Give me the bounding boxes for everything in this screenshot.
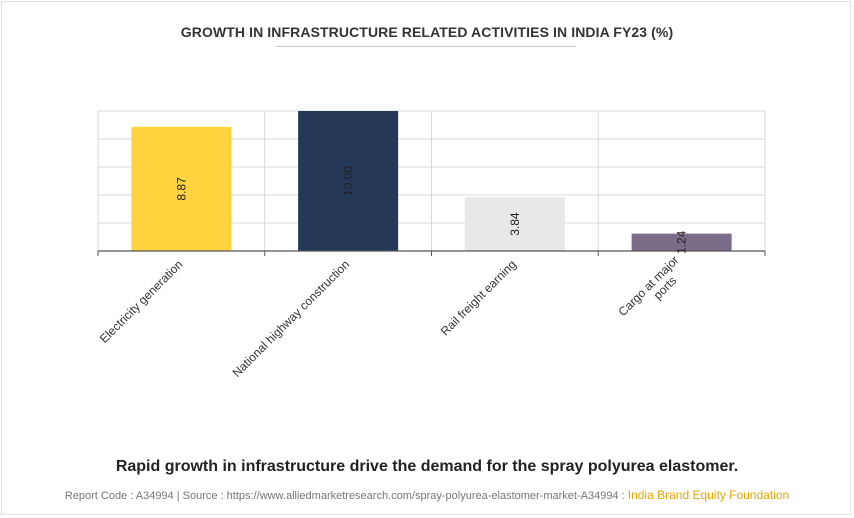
bar-4 xyxy=(631,233,732,251)
data-label-4: 1.24 xyxy=(675,230,689,254)
data-labels: 8.87 10.00 3.84 1.24 xyxy=(174,166,688,254)
category-labels: Electricity generation National highway c… xyxy=(97,253,690,380)
data-label-2: 10.00 xyxy=(341,166,355,196)
category-label-3: Rail freight earning xyxy=(438,257,519,338)
category-label-1: Electricity generation xyxy=(97,257,186,346)
title-underline xyxy=(276,46,576,47)
footer: Report Code : A34994 | Source : https://… xyxy=(0,488,854,502)
x-axis xyxy=(97,250,766,256)
footer-separator: | xyxy=(176,490,180,502)
chart-caption: Rapid growth in infrastructure drive the… xyxy=(115,458,739,475)
data-label-1: 8.87 xyxy=(174,177,188,201)
category-label-2: National highway construction xyxy=(230,257,353,380)
bar-2 xyxy=(298,111,399,251)
report-code: Report Code : A34994 xyxy=(64,490,174,502)
source-name: India Brand Equity Foundation xyxy=(627,488,790,502)
bar-1 xyxy=(131,126,232,251)
chart-title: GROWTH IN INFRASTRUCTURE RELATED ACTIVIT… xyxy=(180,24,674,40)
category-label-4: Cargo at majorports xyxy=(615,253,690,328)
data-label-3: 3.84 xyxy=(508,212,522,236)
bar-chart: 8.87 10.00 3.84 1.24 Electricity generation… xyxy=(97,110,766,380)
source-text: Source : https://www.alliedmarketresearc… xyxy=(182,490,625,502)
bars xyxy=(131,111,732,251)
bar-3 xyxy=(464,197,565,251)
